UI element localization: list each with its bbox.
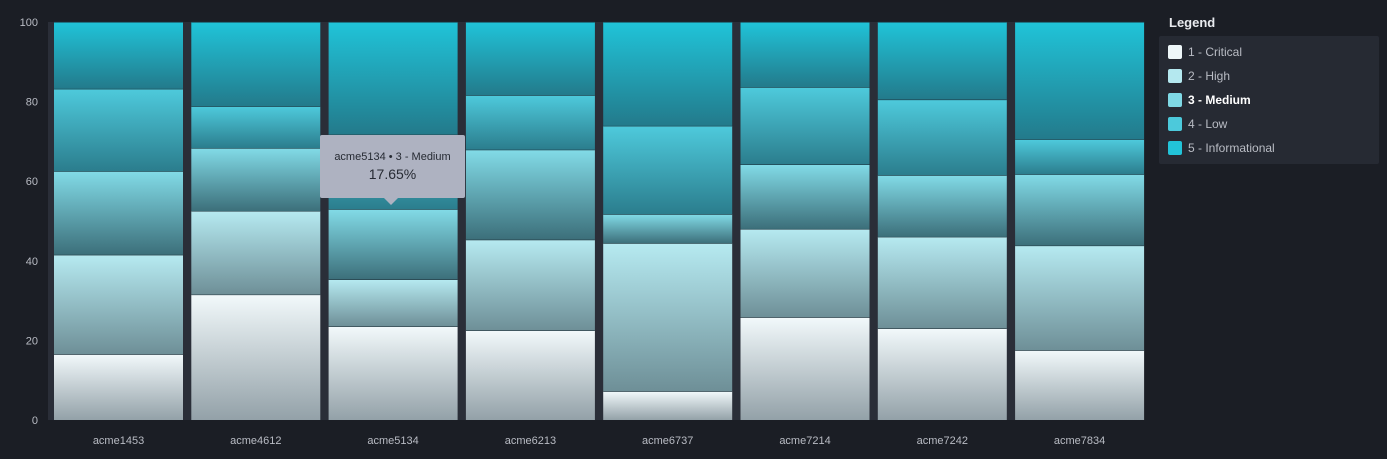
legend-swatch [1168,45,1182,59]
legend-label: 2 - High [1188,69,1231,83]
legend-item[interactable]: 5 - Informational [1168,140,1275,156]
bar-segment-acme7242-4[interactable] [877,99,1007,176]
bar-segment-acme7834-5[interactable] [1015,22,1145,140]
legend-swatch [1168,69,1182,83]
legend-panel [1159,36,1379,164]
bar-segment-acme6737-1[interactable] [603,391,733,420]
legend-swatch [1168,93,1182,107]
bar-segment-acme7214-4[interactable] [740,87,870,165]
bar-segment-acme4612-5[interactable] [191,22,321,107]
y-tick-label: 40 [26,256,38,268]
bar-segment-acme7214-1[interactable] [740,317,870,420]
x-tick-label: acme4612 [230,435,281,447]
y-tick-label: 60 [26,176,38,188]
bar-segment-acme5134-3[interactable] [328,209,458,280]
bar-segment-acme7242-2[interactable] [877,236,1007,329]
legend-label: 3 - Medium [1188,93,1251,107]
legend-title: Legend [1169,15,1216,30]
bar-segment-acme7214-3[interactable] [740,164,870,229]
bar-segment-acme4612-4[interactable] [191,106,321,149]
tooltip-value: 17.65% [368,166,417,182]
bar-segment-acme4612-1[interactable] [191,294,321,420]
bar-segment-acme6737-4[interactable] [603,125,733,215]
bar-segment-acme6737-3[interactable] [603,214,733,244]
legend-item[interactable]: 2 - High [1168,68,1230,84]
x-tick-label: acme7242 [917,435,968,447]
tooltip-series: acme5134 • 3 - Medium [334,151,451,163]
y-tick-label: 100 [20,17,38,29]
y-tick-label: 20 [26,335,38,347]
x-tick-label: acme7834 [1054,435,1105,447]
x-tick-label: acme5134 [367,435,418,447]
bar-segment-acme1453-3[interactable] [54,171,183,255]
bar-segment-acme6213-4[interactable] [465,95,595,150]
bar-segment-acme6213-1[interactable] [465,330,595,420]
bar-segment-acme5134-1[interactable] [328,326,458,420]
legend-swatch [1168,141,1182,155]
bar-segment-acme7242-1[interactable] [877,328,1007,420]
bar-segment-acme7242-3[interactable] [877,175,1007,237]
bar-segment-acme7834-1[interactable] [1015,350,1145,420]
legend-swatch [1168,117,1182,131]
bar-segment-acme7242-5[interactable] [877,22,1007,100]
bars-group [54,21,1145,420]
legend-label: 4 - Low [1188,117,1228,131]
legend-item[interactable]: 3 - Medium [1168,92,1251,108]
bar-segment-acme7834-3[interactable] [1015,174,1145,246]
y-tick-label: 80 [26,97,38,109]
bar-segment-acme7214-5[interactable] [740,22,870,88]
bar-segment-acme4612-2[interactable] [191,211,321,295]
x-tick-label: acme6737 [642,435,693,447]
bar-segment-acme6213-5[interactable] [465,22,595,96]
bar-segment-acme4612-3[interactable] [191,148,321,212]
bar-segment-acme6213-3[interactable] [465,149,595,240]
bar-segment-acme6737-2[interactable] [603,243,733,392]
y-tick-label: 0 [32,415,38,427]
x-tick-label: acme6213 [505,435,556,447]
bar-segment-acme1453-4[interactable] [54,88,183,172]
legend-label: 1 - Critical [1188,45,1243,59]
legend-item[interactable]: 4 - Low [1168,116,1227,132]
bar-segment-acme1453-1[interactable] [54,354,183,420]
bar-segment-acme1453-2[interactable] [54,254,183,355]
legend-label: 5 - Informational [1188,141,1275,155]
bar-segment-acme5134-2[interactable] [328,279,458,327]
y-axis: 0 20 40 60 80 100 [20,17,38,427]
bar-segment-acme5134-5[interactable] [328,22,458,135]
tooltip: acme5134 • 3 - Medium 17.65% [320,135,465,205]
x-tick-label: acme1453 [93,435,144,447]
legend-item[interactable]: 1 - Critical [1168,44,1242,60]
bar-segment-acme7834-4[interactable] [1015,139,1145,175]
bar-segment-acme6737-5[interactable] [603,22,733,126]
x-axis: acme1453 acme4612 acme5134 acme6213 acme6737… [93,435,1105,447]
x-tick-label: acme7214 [779,435,830,447]
bar-segment-acme6213-2[interactable] [465,239,595,331]
bar-segment-acme1453-5[interactable] [54,22,183,89]
bar-segment-acme7834-2[interactable] [1015,245,1145,351]
bar-segment-acme7214-2[interactable] [740,228,870,318]
